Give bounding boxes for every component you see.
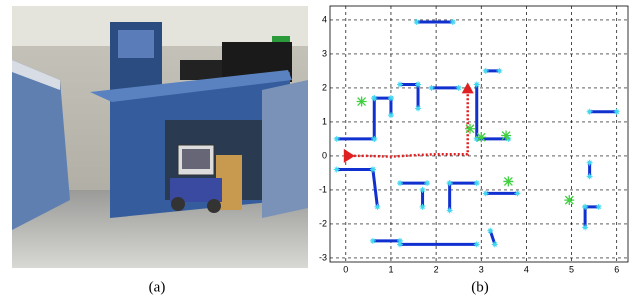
figure: (a) (b) 0 1 2 3 4 5 6 -3 -2 -1 0 1 2 3 4 (0, 0, 638, 300)
wall-endpoint (614, 109, 620, 115)
wall-endpoint (582, 224, 588, 230)
wall-endpoint (370, 167, 376, 173)
wall-endpoint (415, 82, 421, 88)
wall-endpoint (371, 136, 377, 142)
wall-endpoint (587, 160, 593, 166)
wall-endpoint (334, 136, 340, 142)
wall-endpoint (456, 85, 462, 91)
wall-endpoint (424, 180, 430, 186)
start-arrow (344, 149, 355, 163)
wall-endpoint (474, 82, 480, 88)
wall-endpoint (447, 207, 453, 213)
wall-endpoint (374, 204, 380, 210)
x-tick-label: 1 (388, 264, 393, 274)
x-tick-label: 4 (524, 264, 529, 274)
y-tick-label: -2 (319, 218, 327, 228)
y-tick-label: 0 (322, 150, 327, 160)
wall-endpoint (388, 95, 394, 101)
wall-endpoint (371, 95, 377, 101)
figure-canvas: (a) (b) 0 1 2 3 4 5 6 -3 -2 -1 0 1 2 3 4 (0, 0, 638, 300)
wall-endpoint (474, 180, 480, 186)
wall-endpoint (483, 190, 489, 196)
wall (490, 231, 495, 245)
x-tick-label: 6 (614, 264, 619, 274)
wall-endpoint (496, 68, 502, 74)
wall-endpoint (397, 82, 403, 88)
landmark (476, 132, 486, 142)
wall-endpoint (429, 85, 435, 91)
wall-endpoint (447, 180, 453, 186)
wall-endpoint (370, 238, 376, 244)
y-tick-label: 1 (322, 116, 327, 126)
wall-endpoint (483, 68, 489, 74)
wall-endpoint (587, 173, 593, 179)
map-plot: 0 1 2 3 4 5 6 -3 -2 -1 0 1 2 3 4 (319, 6, 628, 274)
y-tick-label: 3 (322, 48, 327, 58)
wall (373, 170, 378, 207)
wall-endpoint (596, 204, 602, 210)
y-tick-label: 4 (322, 14, 327, 24)
wall-endpoint (397, 180, 403, 186)
wall-endpoint (388, 112, 394, 118)
y-tick-label: 2 (322, 82, 327, 92)
wall-endpoint (415, 105, 421, 111)
y-tick-label: -3 (319, 252, 327, 262)
wall-endpoint (334, 167, 340, 173)
landmark (564, 195, 574, 205)
x-tick-label: 2 (434, 264, 439, 274)
x-tick-label: 3 (479, 264, 484, 274)
wall-endpoint (474, 241, 480, 247)
wall-endpoint (420, 204, 426, 210)
x-tick-label: 5 (569, 264, 574, 274)
wall-endpoint (420, 187, 426, 193)
wall-endpoint (587, 109, 593, 115)
caption-a: (a) (149, 279, 166, 295)
caption-b: (b) (471, 279, 489, 295)
landmark (465, 124, 475, 134)
x-tick-label: 0 (343, 264, 348, 274)
landmark (357, 97, 367, 107)
y-tick-label: -1 (319, 184, 327, 194)
photo (12, 6, 308, 268)
wall-endpoint (514, 190, 520, 196)
wall-endpoint (582, 204, 588, 210)
landmark (501, 131, 511, 141)
landmark (503, 176, 513, 186)
